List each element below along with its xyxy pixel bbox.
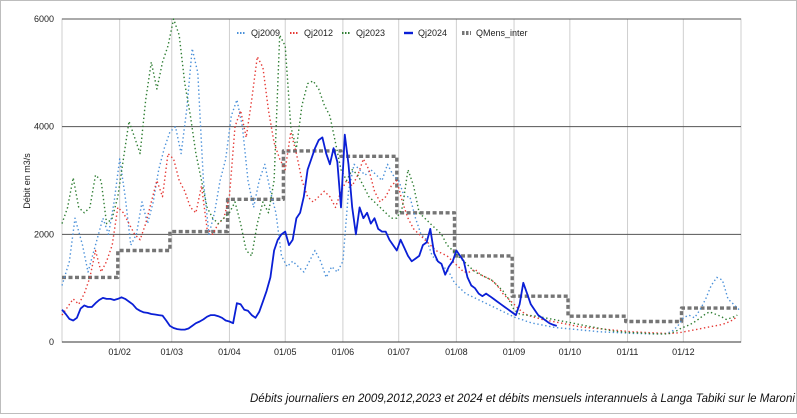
x-tick-label: 01/10 — [559, 347, 582, 357]
legend-label-qj2024: Qj2024 — [418, 28, 447, 38]
legend: Qj2009 Qj2012 Qj2023 Qj2024 QMens_inter — [237, 28, 528, 38]
y-tick-label: 2000 — [34, 229, 54, 239]
series-line-qj2023 — [61, 18, 738, 335]
legend-label-qj2023: Qj2023 — [356, 28, 385, 38]
x-tick-label: 01/09 — [503, 347, 526, 357]
legend-label-qj2012: Qj2012 — [304, 28, 333, 38]
y-tick-label: 6000 — [34, 14, 54, 24]
legend-label-qmens-inter: QMens_inter — [476, 28, 528, 38]
y-tick-label: 0 — [49, 337, 54, 347]
series-line-qj2012 — [61, 56, 738, 335]
series-group — [61, 18, 740, 335]
axes: 01/02 01/03 01/04 01/05 01/06 01/07 01/08 01/09… — [34, 14, 695, 357]
legend-label-qj2009: Qj2009 — [251, 28, 280, 38]
series-line-qmens-inter — [62, 149, 740, 324]
x-tick-label: 01/08 — [445, 347, 468, 357]
y-axis-label: Débit en m3/s — [22, 153, 32, 209]
plot-area — [61, 18, 742, 343]
series-line-qj2024 — [61, 133, 558, 331]
x-tick-label: 01/05 — [274, 347, 297, 357]
x-tick-label: 01/03 — [160, 347, 183, 357]
x-tick-label: 01/11 — [617, 347, 639, 357]
x-tick-label: 01/12 — [672, 347, 695, 357]
y-tick-label: 4000 — [34, 122, 54, 132]
series-line-qj2009 — [61, 47, 740, 335]
chart-caption: Débits journaliers en 2009,2012,2023 et … — [250, 393, 795, 405]
x-tick-label: 01/06 — [332, 347, 355, 357]
x-tick-label: 01/04 — [218, 347, 241, 357]
grid — [61, 18, 742, 343]
x-tick-label: 01/07 — [387, 347, 410, 357]
x-tick-label: 01/02 — [108, 347, 131, 357]
